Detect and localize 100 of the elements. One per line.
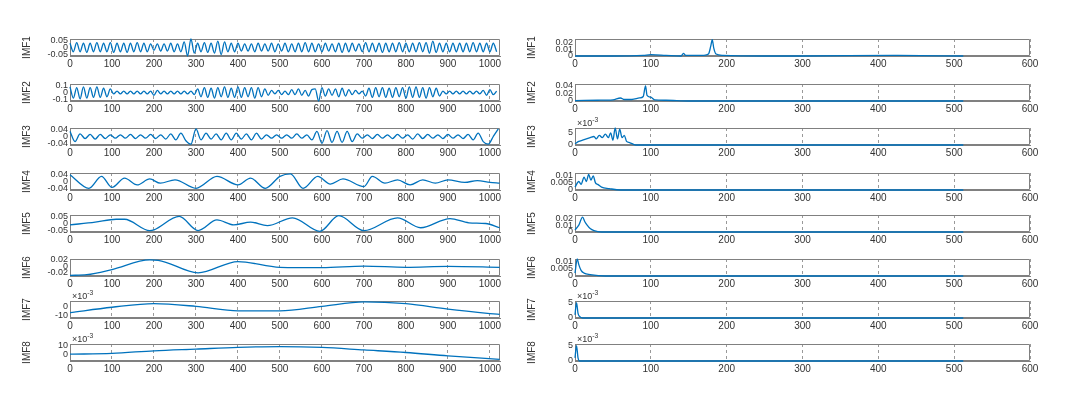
- x-tick-label: 300: [794, 102, 812, 114]
- line-series: [574, 85, 964, 102]
- x-tick-label: 800: [397, 319, 415, 331]
- x-tick-label: 100: [642, 362, 660, 374]
- x-tick-label: 200: [145, 102, 163, 114]
- x-tick-label: 500: [271, 146, 289, 158]
- x-tick-label: 300: [187, 102, 205, 114]
- x-tick-label: 1000: [478, 57, 502, 69]
- x-tick-label: 200: [145, 146, 163, 158]
- x-tick-label: 800: [397, 277, 415, 289]
- x-tick-label: 500: [271, 57, 289, 69]
- x-tick-label: 900: [439, 146, 457, 158]
- x-tick-label: 100: [103, 57, 121, 69]
- x-tick-label: 600: [313, 146, 331, 158]
- x-tick-label: 700: [355, 233, 373, 245]
- y-tick-label: 0: [62, 348, 68, 359]
- x-tick-label: 200: [145, 57, 163, 69]
- y-tick-label: 0: [567, 95, 573, 106]
- y-axis-title: IMF7: [525, 297, 537, 321]
- x-tick-label: 600: [313, 362, 331, 374]
- x-tick-label: 200: [718, 277, 736, 289]
- x-tick-label: 600: [313, 191, 331, 203]
- x-tick-label: 200: [718, 146, 736, 158]
- y-axis-title: IMF4: [20, 169, 32, 193]
- x-tick-label: 400: [869, 362, 888, 374]
- y-axis-title: IMF8: [525, 340, 537, 364]
- x-tick-label: 400: [869, 146, 888, 158]
- x-tick-label: 300: [187, 57, 205, 69]
- x-tick-label: 100: [642, 57, 660, 69]
- y-axis-title: IMF1: [525, 35, 537, 59]
- x-tick-label: 600: [313, 277, 331, 289]
- x-tick-label: 400: [229, 102, 247, 114]
- x-tick-label: 300: [794, 362, 812, 374]
- x-tick-label: 400: [229, 319, 247, 331]
- x-tick-label: 800: [397, 57, 415, 69]
- x-tick-label: 900: [439, 57, 457, 69]
- x-tick-label: 500: [271, 319, 289, 331]
- x-tick-label: 300: [187, 277, 205, 289]
- y-tick-label: 5: [567, 127, 573, 138]
- x-tick-label: 900: [439, 102, 457, 114]
- x-tick-label: 100: [103, 191, 121, 203]
- x-tick-label: 600: [313, 57, 331, 69]
- x-tick-label: 700: [355, 191, 373, 203]
- x-tick-label: 200: [145, 233, 163, 245]
- x-tick-label: 100: [642, 277, 660, 289]
- x-tick-label: 500: [945, 319, 963, 331]
- x-tick-label: 400: [229, 233, 247, 245]
- x-tick-label: 800: [397, 362, 415, 374]
- x-tick-label: 400: [869, 102, 888, 114]
- y-axis-title: IMF6: [20, 255, 32, 279]
- x-tick-label: 300: [794, 146, 812, 158]
- x-tick-label: 400: [229, 362, 247, 374]
- y-axis-title: IMF4: [525, 169, 537, 193]
- y-axis-title: IMF6: [525, 255, 537, 279]
- x-tick-label: 200: [718, 57, 736, 69]
- x-tick-label: 600: [1021, 102, 1039, 114]
- x-tick-label: 100: [642, 146, 660, 158]
- x-tick-label: 100: [103, 362, 121, 374]
- x-tick-label: 500: [945, 233, 963, 245]
- x-tick-label: 600: [313, 102, 331, 114]
- x-tick-label: 900: [439, 362, 457, 374]
- x-tick-label: 100: [103, 319, 121, 331]
- x-tick-label: 600: [1021, 57, 1039, 69]
- x-tick-label: 700: [355, 146, 373, 158]
- y-tick-label: 0: [62, 300, 68, 311]
- x-tick-label: 500: [945, 362, 963, 374]
- x-tick-label: 300: [187, 146, 205, 158]
- x-tick-label: 800: [397, 233, 415, 245]
- line-series: [574, 127, 964, 146]
- x-tick-label: 300: [794, 233, 812, 245]
- x-tick-label: 700: [355, 319, 373, 331]
- line-series: [574, 258, 964, 277]
- y-tick-label: 5: [567, 340, 573, 351]
- x-tick-label: 300: [187, 319, 205, 331]
- x-tick-label: 800: [397, 146, 415, 158]
- x-tick-label: 100: [642, 102, 660, 114]
- y-axis-title: IMF7: [20, 297, 32, 321]
- x-tick-label: 900: [439, 191, 457, 203]
- y-axis-title: IMF5: [525, 211, 537, 235]
- x-tick-label: 400: [869, 191, 888, 203]
- x-tick-label: 100: [103, 102, 121, 114]
- x-tick-label: 100: [103, 146, 121, 158]
- x-tick-label: 200: [718, 362, 736, 374]
- x-tick-label: 1000: [478, 319, 502, 331]
- y-axis-title: IMF1: [20, 35, 32, 59]
- line-series: [574, 39, 964, 57]
- x-tick-label: 400: [869, 233, 888, 245]
- x-tick-label: 300: [187, 362, 205, 374]
- x-tick-label: 500: [945, 57, 963, 69]
- x-tick-label: 400: [869, 57, 888, 69]
- x-tick-label: 400: [229, 191, 247, 203]
- x-tick-label: 200: [145, 319, 163, 331]
- x-tick-label: 900: [439, 319, 457, 331]
- y-tick-label: -10: [54, 309, 68, 320]
- x-tick-label: 200: [145, 362, 163, 374]
- x-tick-label: 600: [1021, 319, 1039, 331]
- x-tick-label: 300: [187, 233, 205, 245]
- x-tick-label: 300: [794, 277, 812, 289]
- y-tick-label: 0: [567, 355, 573, 366]
- x-tick-label: 500: [271, 277, 289, 289]
